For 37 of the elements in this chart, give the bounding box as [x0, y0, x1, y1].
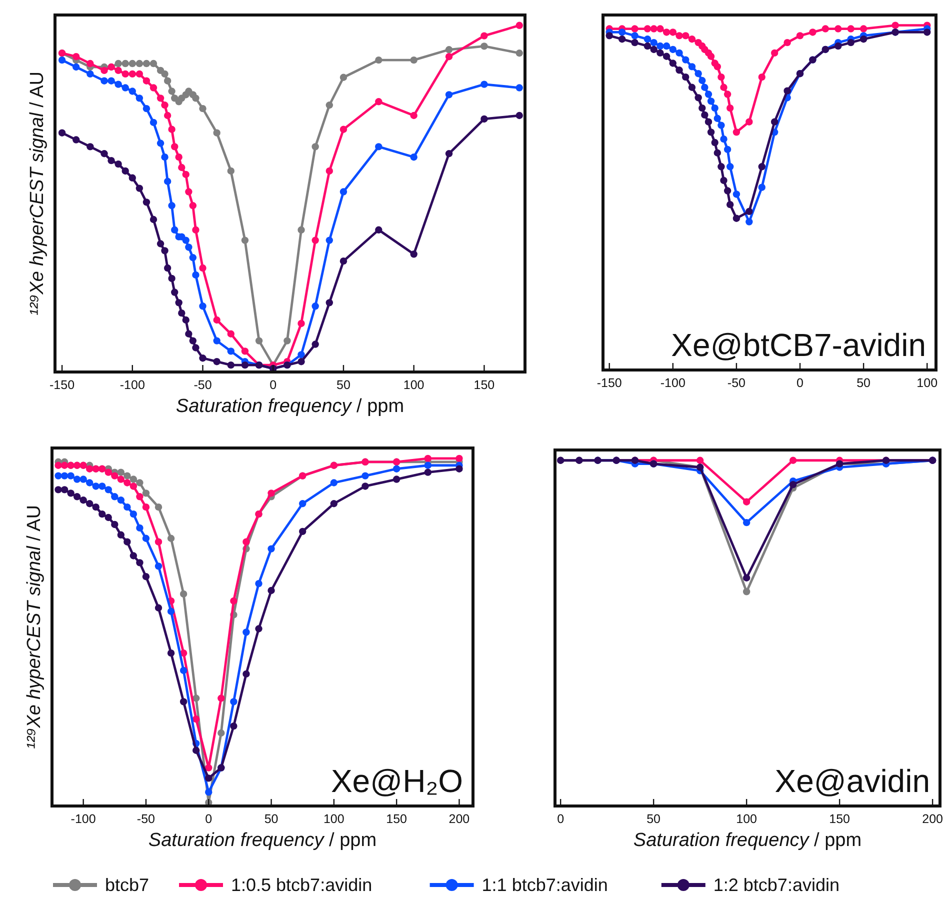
x-tick-label: -50 — [136, 812, 156, 826]
x-tick-label: 200 — [922, 812, 944, 826]
annotation: Xe@avidin — [774, 763, 930, 799]
legend-label: 1:0.5 btcb7:avidin — [231, 875, 372, 895]
x-axis-title: Saturation frequency / ppm — [176, 396, 404, 417]
legend-label: btcb7 — [105, 875, 150, 895]
x-axis-title: Saturation frequency / ppm — [633, 830, 862, 851]
legend-label: 1:2 btcb7:avidin — [713, 875, 840, 895]
x-tick-label: 0 — [796, 376, 804, 390]
x-tick-label: 200 — [448, 812, 470, 826]
x-tick-label: 100 — [323, 812, 344, 826]
x-tick-label: -150 — [596, 376, 622, 390]
x-tick-label: -50 — [727, 376, 746, 390]
x-tick-label: 100 — [916, 376, 938, 390]
x-tick-label: 50 — [856, 376, 871, 390]
x-tick-label: 50 — [336, 378, 350, 392]
x-tick-label: -100 — [660, 376, 686, 390]
x-tick-label: 50 — [264, 812, 278, 826]
x-tick-label: -50 — [194, 378, 212, 392]
annotation: Xe@H₂O — [330, 763, 463, 799]
x-tick-label: -100 — [120, 378, 145, 392]
y-axis-title: ¹²⁹Xe hyperCEST signal / AU — [27, 72, 48, 316]
x-tick-label: 150 — [474, 378, 495, 392]
x-tick-label: 100 — [403, 378, 424, 392]
x-tick-label: -100 — [70, 812, 96, 826]
x-tick-label: 0 — [205, 812, 212, 826]
x-axis-title: Saturation frequency / ppm — [148, 830, 377, 851]
x-tick-label: 150 — [386, 812, 408, 826]
x-tick-label: 0 — [557, 812, 564, 826]
x-tick-label: -150 — [50, 378, 75, 392]
legend-label: 1:1 btcb7:avidin — [482, 875, 608, 895]
x-tick-label: 100 — [736, 812, 758, 826]
x-tick-label: 50 — [646, 812, 661, 826]
y-axis-title: ¹²⁹Xe hyperCEST signal / AU — [24, 505, 45, 749]
x-tick-label: 0 — [270, 378, 277, 392]
annotation: Xe@btCB7-avidin — [671, 327, 926, 363]
x-tick-label: 150 — [829, 812, 850, 826]
